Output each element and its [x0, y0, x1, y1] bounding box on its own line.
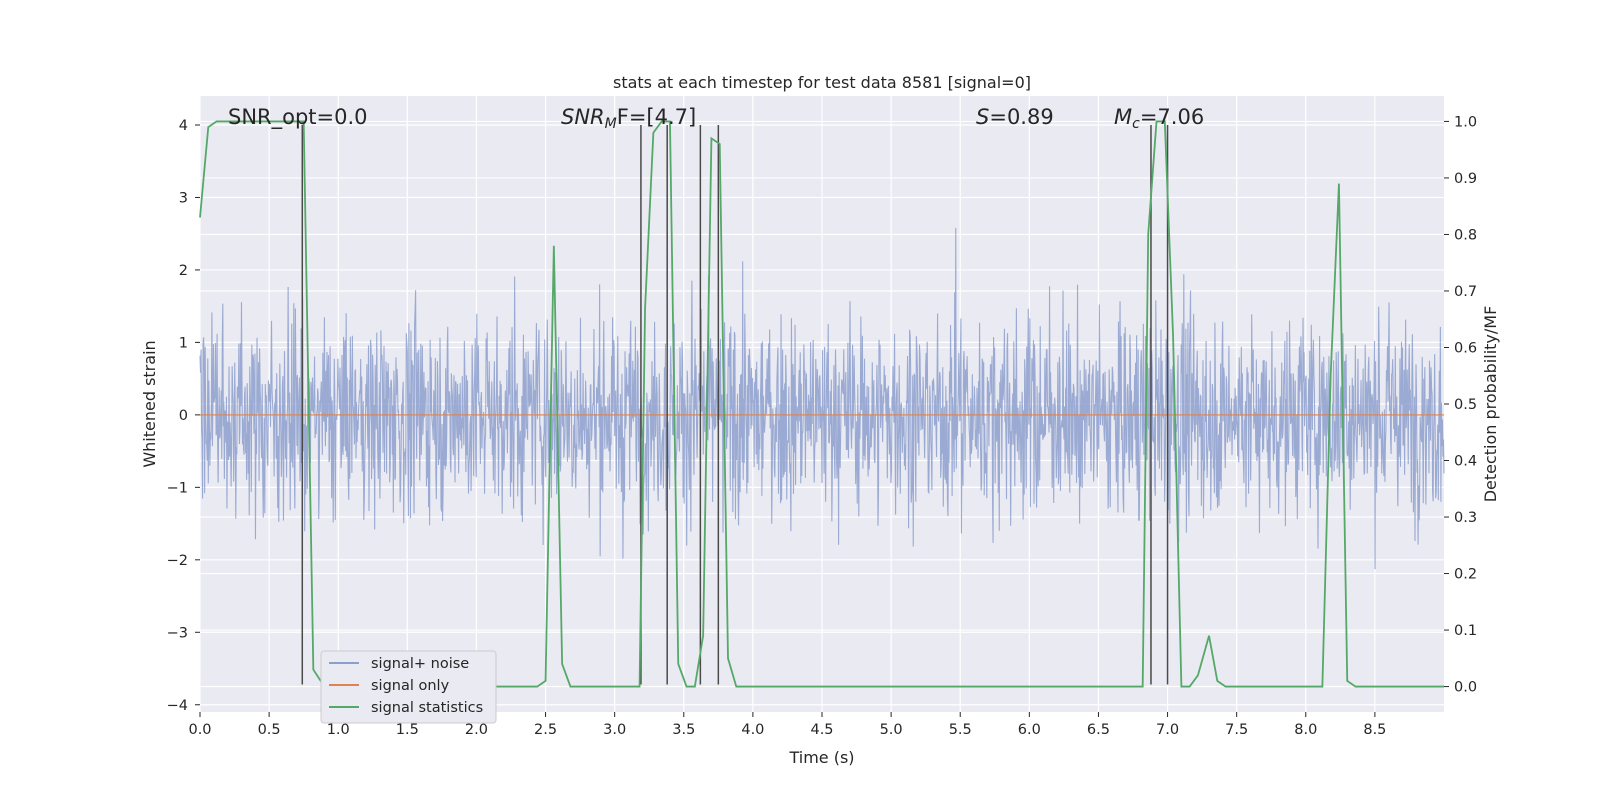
y2-tick-label: 1.0 [1454, 114, 1477, 130]
y-axis-label: Whitened strain [140, 340, 159, 467]
legend-label-noise: signal+ noise [371, 656, 469, 672]
x-tick-label: 0.0 [188, 722, 211, 738]
y-tick-label: −2 [167, 553, 188, 569]
y-tick-label: −3 [167, 625, 188, 641]
y-tick-label: 0 [179, 408, 188, 424]
legend: signal+ noise signal only signal statist… [320, 650, 497, 724]
x-tick-label: 7.0 [1156, 722, 1179, 738]
snr-mf-main: SNR [561, 105, 605, 129]
x-tick-label: 6.5 [1087, 722, 1110, 738]
y2-tick-label: 0.9 [1454, 171, 1477, 187]
y2-tick-label: 0.4 [1454, 454, 1477, 470]
legend-box [320, 650, 497, 724]
y2-tick-label: 0.6 [1454, 340, 1477, 356]
legend-label-signal-only: signal only [371, 678, 450, 694]
x-axis-label: Time (s) [788, 748, 854, 767]
y-tick-label: 1 [179, 335, 188, 351]
x-tick-label: 0.5 [258, 722, 281, 738]
x-tick-label: 8.5 [1363, 722, 1386, 738]
y-tick-label: 2 [179, 263, 188, 279]
annotation-s: S=0.89 [976, 105, 1054, 129]
mc-main: M [1114, 105, 1132, 129]
x-tick-label: 5.0 [880, 722, 903, 738]
x-ticks: 0.0 0.5 1.0 1.5 2.0 2.5 3.0 3.5 4.0 4.5 5.0 5.5 6.0 6… [188, 712, 1386, 738]
x-tick-label: 3.0 [603, 722, 626, 738]
annotation-mc: Mc=7.06 [1114, 105, 1204, 132]
legend-label-statistics: signal statistics [371, 700, 483, 716]
chart-title: stats at each timestep for test data 858… [613, 73, 1031, 92]
y2-tick-label: 0.1 [1454, 623, 1477, 639]
x-tick-label: 1.5 [396, 722, 419, 738]
x-tick-label: 1.0 [327, 722, 350, 738]
noise-series [199, 227, 1445, 570]
noise-trace [199, 227, 1445, 570]
annotation-snr-mf: SNRMF=[4.7] [561, 105, 696, 132]
s-main: S [976, 105, 989, 129]
y-tick-label: −4 [167, 698, 188, 714]
y2-tick-label: 0.8 [1454, 227, 1477, 243]
x-tick-label: 2.5 [534, 722, 557, 738]
x-tick-label: 3.5 [672, 722, 695, 738]
y-tick-label: 3 [179, 190, 188, 206]
y2-axis-label: Detection probability/MF [1481, 306, 1500, 503]
y-tick-label: −1 [167, 480, 188, 496]
x-tick-label: 8.0 [1294, 722, 1317, 738]
annotation-snr-opt: SNR_opt=0.0 [228, 105, 368, 130]
x-tick-label: 6.0 [1018, 722, 1041, 738]
mc-tail: =7.06 [1140, 105, 1204, 129]
y2-tick-label: 0.2 [1454, 567, 1477, 583]
y-tick-label: 4 [179, 118, 188, 134]
y-ticks: 4 3 2 1 0 −1 −2 −3 −4 [167, 118, 200, 714]
snr-mf-tail: F=[4.7] [617, 105, 696, 129]
x-tick-label: 2.0 [465, 722, 488, 738]
y2-tick-label: 0.7 [1454, 284, 1477, 300]
snr-mf-sub: M [605, 116, 617, 132]
x-tick-label: 4.5 [810, 722, 833, 738]
x-tick-label: 4.0 [741, 722, 764, 738]
x-tick-label: 7.5 [1225, 722, 1248, 738]
y2-tick-label: 0.3 [1454, 510, 1477, 526]
s-tail: =0.89 [989, 105, 1053, 129]
x-tick-label: 5.5 [949, 722, 972, 738]
y2-tick-label: 0.5 [1454, 397, 1477, 413]
mc-sub: c [1132, 116, 1140, 132]
y2-tick-label: 0.0 [1454, 680, 1477, 696]
y2-ticks: 1.0 0.9 0.8 0.7 0.6 0.5 0.4 0.3 0.2 0.1 0.0 [1444, 114, 1477, 696]
